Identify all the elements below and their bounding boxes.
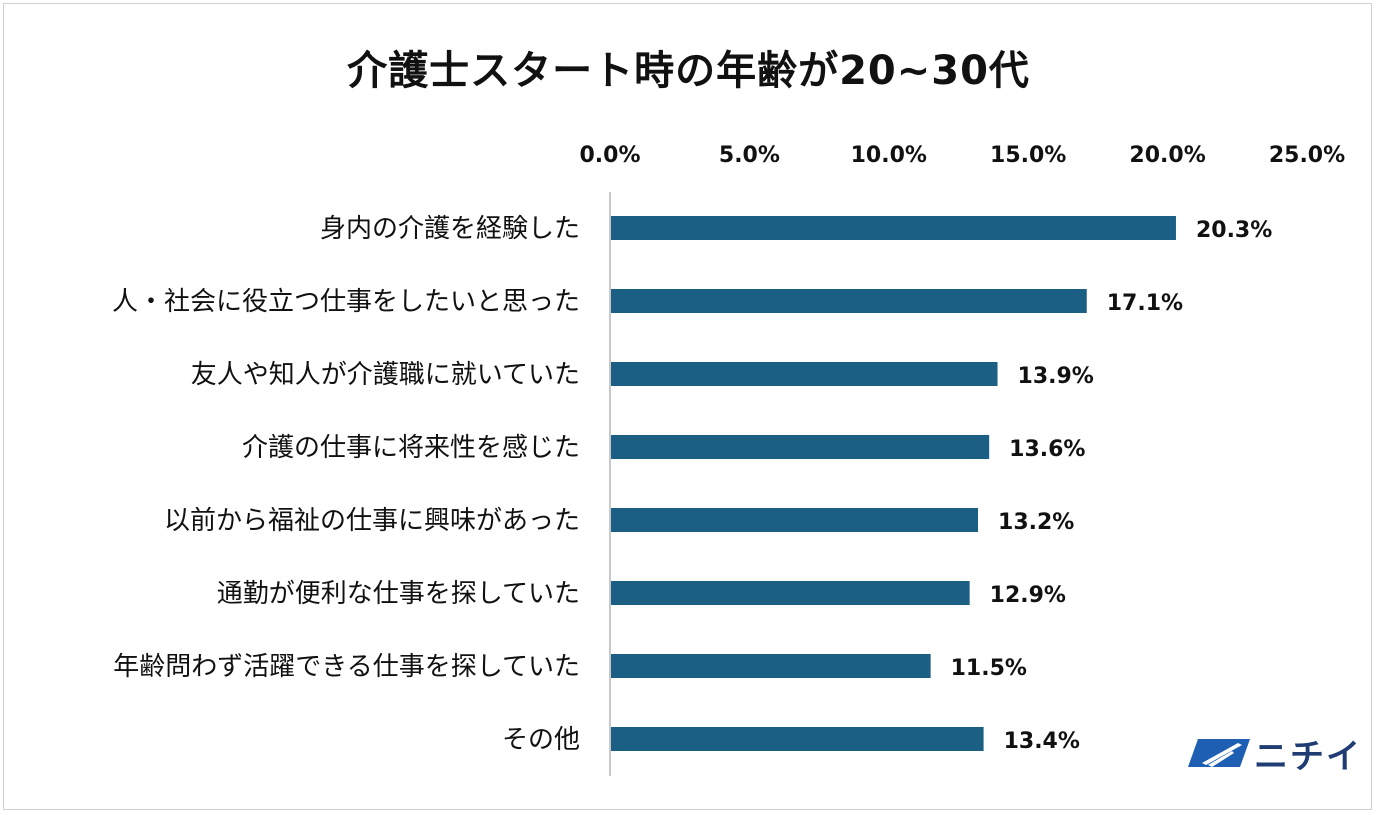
- data-label: 12.9%: [990, 583, 1066, 608]
- category-label: 以前から福祉の仕事に興味があった: [164, 506, 580, 536]
- category-label: 友人や知人が介護職に就いていた: [191, 360, 580, 390]
- x-tick-label: 10.0%: [851, 143, 927, 168]
- bar: [611, 508, 979, 532]
- x-tick-label: 25.0%: [1269, 143, 1345, 168]
- category-label: 介護の仕事に将来性を感じた: [242, 433, 580, 463]
- x-tick-label: 0.0%: [579, 143, 640, 168]
- bar: [611, 289, 1087, 313]
- data-labels: 20.3% 17.1% 13.9% 13.6% 13.2% 12.9% 11.5% 13.4%: [951, 218, 1273, 754]
- data-label: 20.3%: [1196, 218, 1272, 243]
- data-label: 17.1%: [1107, 291, 1183, 316]
- bar: [611, 435, 990, 459]
- x-tick-label: 15.0%: [990, 143, 1066, 168]
- data-label: 13.4%: [1004, 729, 1080, 754]
- data-label: 13.2%: [998, 510, 1074, 535]
- nichii-logo-icon: [1188, 739, 1250, 767]
- bar: [611, 581, 970, 605]
- x-tick-label: 20.0%: [1129, 143, 1205, 168]
- bar: [611, 727, 984, 751]
- x-axis-ticks: 0.0% 5.0% 10.0% 15.0% 20.0% 25.0%: [579, 143, 1345, 168]
- bar: [611, 362, 998, 386]
- bars: [611, 216, 1176, 751]
- data-label: 13.9%: [1018, 364, 1094, 389]
- x-tick-label: 5.0%: [719, 143, 780, 168]
- category-labels: 身内の介護を経験した人・社会に役立つ仕事をしたいと思った友人や知人が介護職に就い…: [112, 214, 580, 755]
- data-label: 11.5%: [951, 656, 1027, 681]
- data-label: 13.6%: [1009, 437, 1085, 462]
- bar: [611, 654, 931, 678]
- category-label: 人・社会に役立つ仕事をしたいと思った: [112, 287, 580, 317]
- category-label: 通勤が便利な仕事を探していた: [217, 579, 580, 609]
- nichii-logo: ニチイ: [1188, 733, 1362, 777]
- category-label: その他: [502, 725, 580, 755]
- category-label: 年齢問わず活躍できる仕事を探していた: [113, 652, 580, 682]
- logo-text: ニチイ: [1254, 736, 1362, 777]
- bar: [611, 216, 1176, 240]
- category-label: 身内の介護を経験した: [320, 214, 580, 244]
- chart-title: 介護士スタート時の年齢が20~30代: [347, 48, 1030, 94]
